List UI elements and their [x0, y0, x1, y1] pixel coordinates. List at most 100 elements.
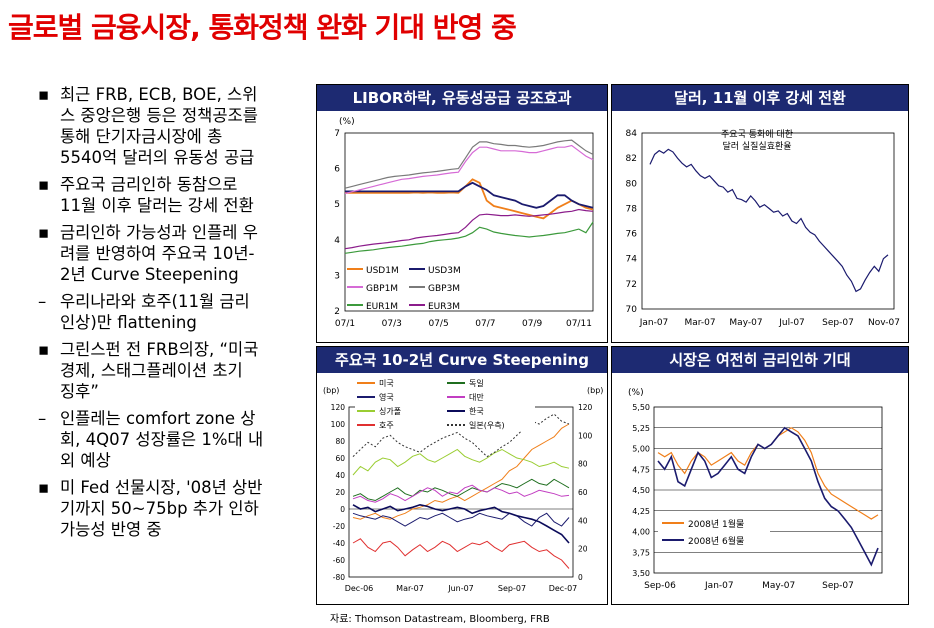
series-line: [352, 503, 570, 544]
legend-label: 일본(우측): [469, 421, 505, 430]
rate-chart-title: 시장은 여전히 금리인하 기대: [612, 347, 908, 373]
legend-label: 대만: [469, 393, 484, 402]
bullet-line: 경제, 스태그플레이션 초기: [60, 361, 243, 380]
y-tick-label: 84: [626, 129, 638, 139]
x-tick-label: Dec-07: [549, 584, 578, 593]
y-tick-label: 5,00: [632, 445, 650, 454]
bullet-line: 2년 Curve Steepening: [60, 265, 239, 284]
y-tick-label: 100: [331, 420, 346, 429]
x-tick-label: May-07: [762, 581, 795, 591]
y-axis-label-right: (bp): [587, 386, 603, 395]
y-axis-label: (%): [628, 388, 644, 398]
y-tick-label: 76: [626, 230, 638, 240]
series-line: [345, 178, 594, 220]
bullet-line: 5540억 달러의 유동성 공급: [60, 148, 255, 167]
legend-label: 2008년 6월물: [688, 535, 744, 547]
y-tick-label: 2: [334, 307, 340, 317]
bullet-line: 외 예상: [60, 451, 111, 470]
bullet-marker: ▪: [38, 175, 50, 194]
page-title: 글로벌 금융시장, 통화정책 완화 기대 반영 중: [8, 11, 517, 44]
x-tick-label: Sep-07: [822, 318, 854, 328]
series-line: [352, 423, 570, 520]
y-tick-label-right: 100: [578, 431, 593, 440]
bullet-item: ▪ 그린스펀 전 FRB의장, “미국 경제, 스태그플레이션 초기 징후”: [38, 339, 310, 402]
y-tick-label: -20: [333, 522, 345, 531]
legend-label: GBP3M: [428, 284, 460, 294]
y-axis-label: (%): [339, 117, 355, 127]
series-line: [344, 144, 594, 195]
y-tick-label: 20: [335, 488, 345, 497]
curve-chart-panel: 주요국 10-2년 Curve Steepening (bp) (bp) -80 -6…: [316, 346, 608, 605]
y-axis-label-left: (bp): [323, 386, 339, 395]
x-tick-label: Sep-07: [498, 584, 526, 593]
y-tick-label: 4: [334, 236, 340, 246]
bullet-marker: ▪: [38, 85, 50, 104]
y-tick-label: 7: [334, 129, 340, 139]
source-note: 자료: Thomson Datastream, Bloomberg, FRB: [330, 614, 550, 625]
x-tick-label: Jan-07: [639, 318, 669, 328]
legend-label: 미국: [379, 379, 394, 388]
bullet-marker: ▪: [38, 340, 50, 359]
curve-chart-title: 주요국 10-2년 Curve Steepening: [317, 347, 607, 373]
x-tick-label: 07/9: [522, 319, 542, 329]
y-tick-label: -40: [333, 539, 345, 548]
legend-label: GBP1M: [366, 284, 398, 294]
legend-box: [347, 259, 482, 309]
x-tick-label: Sep-06: [644, 581, 676, 591]
bullet-line: 려를 반영하여 주요국 10년-: [60, 244, 255, 263]
y-tick-label: 6: [334, 165, 340, 175]
x-tick-label: Mar-07: [396, 584, 424, 593]
bullet-line: 가능성 반영 중: [60, 520, 162, 539]
y-tick-label: 80: [626, 179, 638, 189]
series-line: [649, 148, 889, 293]
bullet-item: ▪ 금리인하 가능성과 인플레 우 려를 반영하여 주요국 10년- 2년 Curve…: [38, 222, 310, 285]
bullet-line: 11월 이후 달러는 강세 전환: [60, 196, 254, 215]
dollar-chart-title: 달러, 11월 이후 강세 전환: [612, 85, 908, 111]
bullet-marker: –: [38, 292, 47, 311]
series-line: [345, 181, 594, 209]
chart-annotation: 달러 실질실효환율: [722, 140, 791, 152]
bullet-line: 미 Fed 선물시장, '08년 상반: [60, 478, 263, 497]
series-line: [344, 139, 594, 189]
y-tick-label: 60: [335, 454, 345, 463]
legend-label: 영국: [379, 392, 394, 402]
bullet-line: 회, 4Q07 성장률은 1%대 내: [60, 430, 264, 449]
series-line: [352, 478, 570, 502]
curve-chart: (bp) (bp) -80 -60 -40 -20 0 20 40 60 80 100 120 0 20 40…: [323, 375, 603, 593]
y-tick-label-right: 60: [578, 488, 588, 497]
libor-chart-title: LIBOR하락, 유동성공급 공조효과: [317, 85, 607, 111]
series-line: [352, 538, 570, 569]
bullet-list: ▪ 최근 FRB, ECB, BOE, 스위 스 중앙은행 등은 정책공조를 통해 단…: [38, 84, 310, 546]
y-tick-label: 4,75: [632, 465, 650, 474]
series-line: [657, 426, 879, 567]
x-tick-label: Jul-07: [778, 318, 805, 328]
y-tick-label: 40: [335, 471, 345, 480]
bullet-line: 통해 단기자금시장에 총: [60, 127, 223, 146]
y-tick-label-right: 80: [578, 460, 588, 469]
y-tick-label: 120: [331, 403, 346, 412]
legend-label: 호주: [379, 421, 394, 430]
y-tick-label: 82: [626, 154, 637, 164]
dollar-chart: 70 72 74 76 78 80 82 84 Jan-07 Mar-07 May-07 Jul-07…: [626, 129, 900, 328]
legend-box: [355, 375, 535, 431]
y-tick-label: 78: [626, 204, 638, 214]
y-tick-label: 4,00: [632, 528, 650, 537]
bullet-line: 그린스펀 전 FRB의장, “미국: [60, 340, 259, 359]
y-tick-label: -80: [333, 573, 345, 582]
legend-label: 싱가폴: [379, 406, 401, 416]
x-tick-label: Jun-07: [447, 584, 474, 593]
dollar-chart-panel: 달러, 11월 이후 강세 전환 70 72 74 76 78 80 82 84 Jan-07 M…: [611, 84, 909, 343]
y-tick-label: 5,25: [632, 424, 650, 433]
y-tick-label: 72: [626, 280, 637, 290]
bullet-marker: ▪: [38, 223, 50, 242]
x-tick-label: May-07: [729, 318, 762, 328]
chart-annotation: 주요국 통화에 대한: [721, 129, 793, 140]
y-tick-label: 4,50: [632, 486, 650, 495]
plot-frame: [641, 132, 895, 310]
x-tick-label: Nov-07: [868, 318, 900, 328]
y-tick-label: 3,75: [632, 548, 650, 557]
bullet-item: ▪ 주요국 금리인하 동참으로 11월 이후 달러는 강세 전환: [38, 174, 310, 216]
bullet-line: 최근 FRB, ECB, BOE, 스위: [60, 85, 258, 104]
legend-label: EUR3M: [428, 302, 460, 312]
